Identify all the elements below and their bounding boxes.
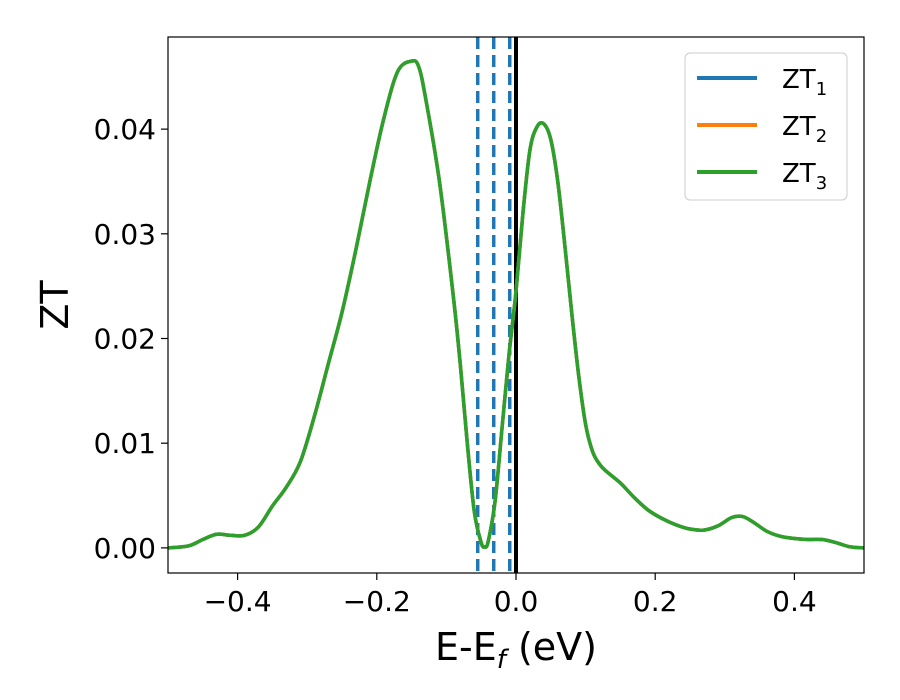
legend-label-3: ZT3 <box>782 159 827 194</box>
y-tick-label: 0.03 <box>94 218 156 251</box>
y-tick-label: 0.01 <box>94 427 156 460</box>
x-axis-ticks: −0.4 −0.2 0.0 0.2 0.4 <box>204 573 817 618</box>
y-tick-label: 0.02 <box>94 323 156 356</box>
x-tick-label: −0.4 <box>204 585 272 618</box>
plot-frame <box>167 36 865 574</box>
legend-label-2: ZT2 <box>782 112 827 147</box>
y-axis-ticks: 0.00 0.01 0.02 0.03 0.04 <box>94 113 168 565</box>
plot-area <box>168 37 864 573</box>
x-tick-label: 0.0 <box>494 585 539 618</box>
x-tick-label: −0.2 <box>343 585 411 618</box>
legend-box <box>684 52 848 201</box>
legend: ZT1 ZT2 ZT3 <box>684 52 848 201</box>
legend-label-1: ZT1 <box>782 65 827 100</box>
series-line-3 <box>168 58 864 550</box>
y-tick-label: 0.04 <box>94 113 156 146</box>
x-tick-label: 0.4 <box>772 585 817 618</box>
x-tick-label: 0.2 <box>633 585 678 618</box>
y-tick-label: 0.00 <box>94 532 156 565</box>
x-axis-label: E-Ef (eV) <box>435 625 597 675</box>
y-axis-label: ZT <box>33 280 77 330</box>
series-lines <box>168 58 864 550</box>
